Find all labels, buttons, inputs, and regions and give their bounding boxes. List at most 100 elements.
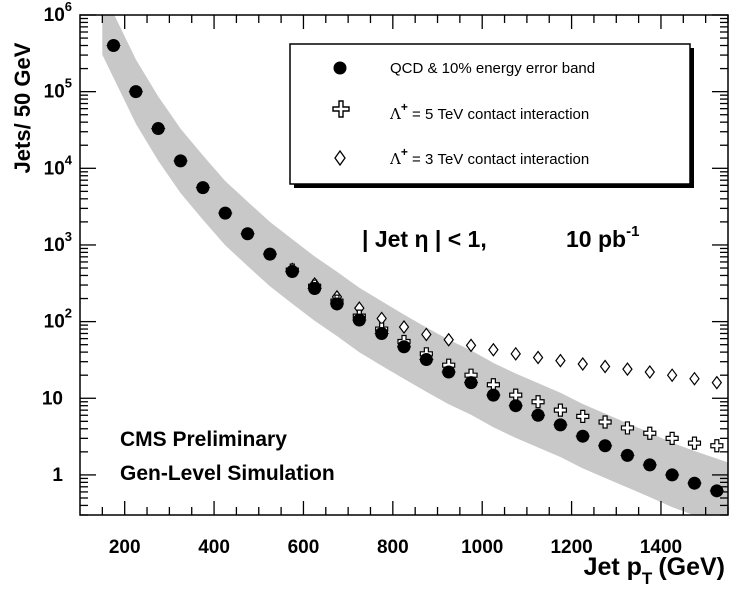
qcd-point [263, 247, 277, 261]
qcd-point [375, 326, 389, 340]
ci5-cross-point [576, 409, 590, 423]
ci3-diamond-point [689, 371, 700, 386]
y-tick-base: 10 [44, 235, 65, 256]
legend-marker-cross [332, 100, 350, 118]
y-axis-label: Jets/ 50 GeV [10, 42, 35, 173]
legend-sup-5: + [401, 100, 408, 114]
ci3-diamond-point [555, 353, 566, 368]
y-tick-base: 1 [52, 465, 63, 486]
x-axis-label-sub: T [642, 569, 653, 588]
legend-lambda-5: Λ [389, 105, 401, 123]
qcd-point [397, 340, 411, 354]
qcd-point [620, 448, 634, 462]
y-tick-base: 10 [44, 5, 65, 26]
x-axis-label-main: Jet p [584, 553, 642, 581]
qcd-point [107, 39, 121, 53]
legend-box-shadow-bottom [294, 184, 694, 188]
ci5-cross-point [687, 436, 702, 450]
qcd-point [285, 265, 299, 279]
y-tick-label: 10 [42, 388, 63, 409]
ci5-cross-point [531, 395, 545, 409]
ci3-diamond-point [711, 375, 723, 390]
qcd-point [442, 365, 456, 379]
error-band-layer [102, 15, 728, 515]
plot-frame-rect [79, 14, 729, 516]
qcd-point [196, 181, 210, 195]
qcd-error-band [102, 15, 728, 515]
y-tick-base: 10 [44, 312, 65, 333]
ci5-cross-point [509, 388, 523, 402]
x-tick-label: 400 [198, 537, 230, 558]
y-tick-label: 1 [52, 465, 63, 486]
qcd-point [576, 429, 590, 443]
legend-marker-circle [333, 61, 347, 75]
plot-frame [79, 14, 729, 516]
axis-ticks: 200 400 600 800 1000 1200 14001101021031041051… [42, 0, 729, 558]
ci3-diamond-point [644, 365, 656, 380]
y-tick-label: 106 [44, 0, 72, 26]
y-tick-exponent: 3 [65, 229, 72, 244]
legend-entry-ci3: Λ+ = 3 TeV contact interaction [389, 145, 589, 168]
x-tick-label: 800 [377, 537, 409, 558]
x-tick-label: 1400 [640, 537, 682, 558]
qcd-point [464, 376, 478, 390]
ci3-diamond-point [599, 359, 611, 374]
lumi-value: 10 pb [566, 226, 626, 252]
lumi-annotation: 10 pb-1 [566, 223, 639, 252]
y-tick-label: 105 [44, 76, 72, 103]
ci5-cross-point [553, 403, 568, 417]
ci3-diamond-point [465, 338, 477, 353]
x-axis-label: Jet pT (GeV) [584, 553, 725, 588]
ci3-diamond-point [622, 362, 633, 377]
qcd-point [710, 484, 724, 498]
ci5-cross-point [665, 431, 679, 445]
legend-sup-3: + [401, 145, 408, 159]
legend-entry-qcd: QCD & 10% energy error band [390, 60, 595, 77]
y-tick-base: 10 [42, 388, 63, 409]
y-tick-base: 10 [44, 158, 65, 179]
qcd-point [598, 439, 612, 453]
ci5-cross-point [643, 426, 657, 440]
legend-text-3: = 3 TeV contact interaction [408, 151, 589, 168]
y-tick-base: 10 [44, 82, 65, 103]
legend-lambda-3: Λ [389, 150, 401, 168]
lumi-exponent: -1 [626, 223, 639, 240]
x-tick-label: 200 [109, 537, 141, 558]
ci3-diamond-point [532, 350, 544, 365]
qcd-point [687, 476, 701, 490]
qcd-point [308, 282, 322, 296]
y-tick-exponent: 6 [65, 0, 72, 14]
ci3-diamond-point [488, 342, 499, 357]
y-tick-label: 102 [44, 306, 72, 333]
ci5-cross-point [598, 415, 612, 429]
ci5-cross-point [620, 421, 635, 435]
x-tick-label: 600 [288, 537, 320, 558]
ci3-diamond-point [577, 356, 589, 371]
qcd-point [352, 313, 366, 327]
legend-text-5: = 5 TeV contact interaction [408, 106, 589, 123]
qcd-point [531, 408, 545, 422]
qcd-point [553, 418, 567, 432]
qcd-point [129, 85, 143, 99]
qcd-point [665, 468, 679, 482]
cms-preliminary-label: CMS Preliminary [120, 428, 287, 451]
legend: QCD & 10% energy error band Λ+ = 5 TeV c… [289, 43, 694, 188]
y-tick-exponent: 4 [65, 152, 73, 167]
legend-box-shadow-right [690, 48, 694, 188]
qcd-point [509, 399, 523, 413]
qcd-point [330, 297, 344, 311]
ci3-diamond-point [510, 346, 521, 361]
x-axis-label-unit: (GeV) [658, 553, 725, 581]
qcd-point [218, 206, 232, 220]
qcd-point [486, 388, 500, 402]
legend-marker-diamond [334, 149, 346, 167]
qcd-point [643, 458, 657, 472]
qcd-point [151, 122, 165, 136]
data-points [106, 39, 724, 498]
y-tick-exponent: 2 [65, 306, 72, 321]
x-tick-label: 1000 [461, 537, 503, 558]
y-tick-exponent: 5 [65, 76, 72, 91]
y-tick-label: 103 [44, 229, 72, 256]
qcd-point [419, 353, 433, 367]
